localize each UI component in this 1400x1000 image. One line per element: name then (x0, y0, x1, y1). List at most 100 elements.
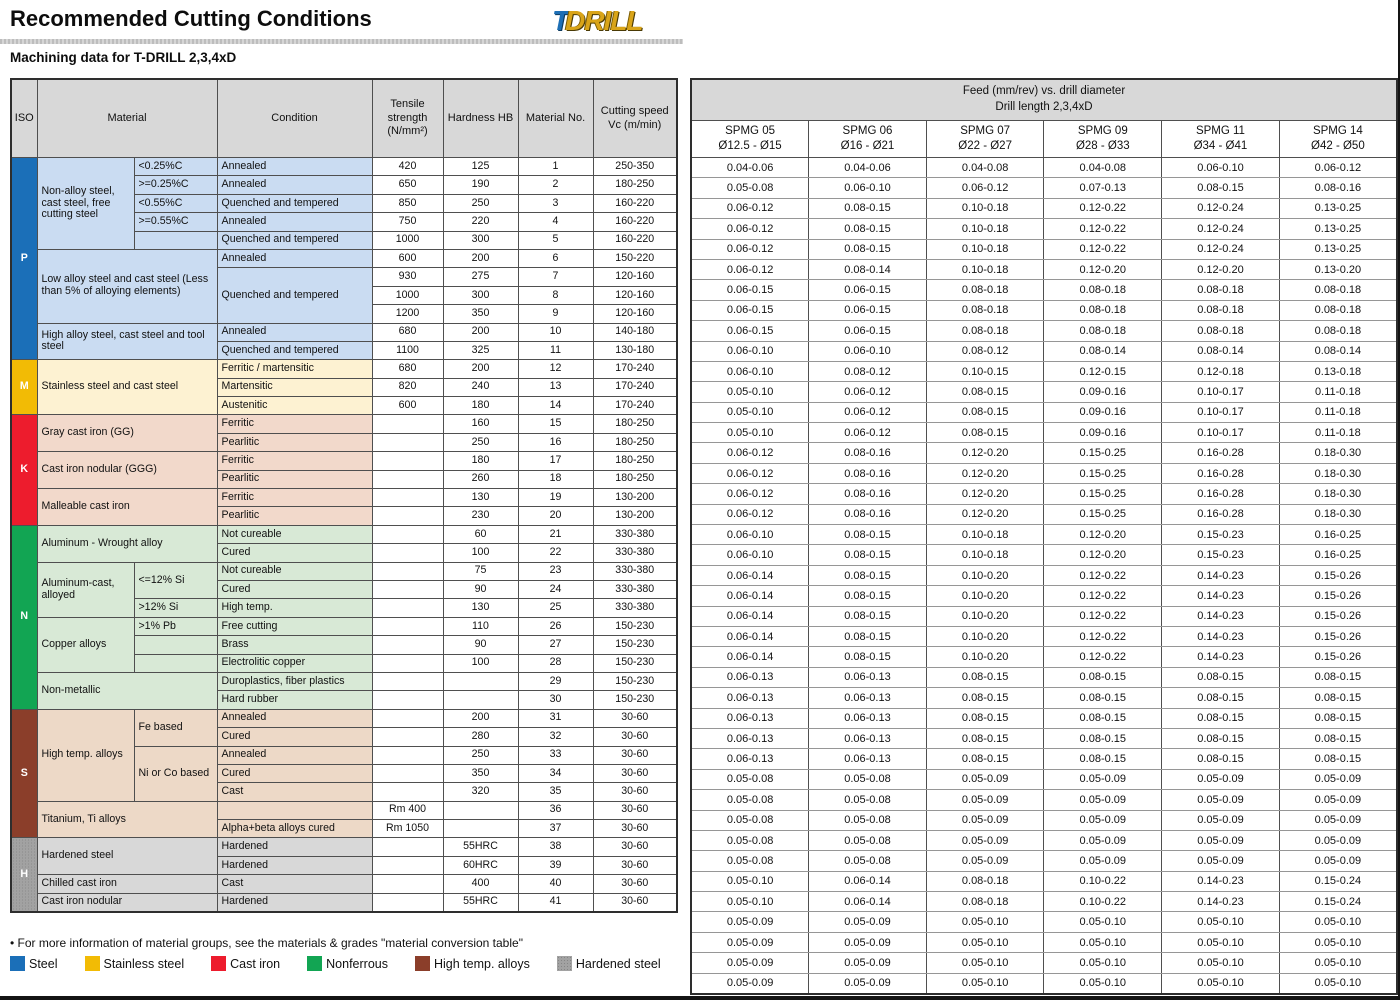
feed-value-cell: 0.05-0.09 (690, 911, 810, 933)
value-cell: 750 (371, 212, 444, 232)
feed-value-cell: 0.05-0.10 (925, 972, 1045, 995)
value-cell: 600 (371, 248, 444, 269)
feed-value-cell: 0.11-0.18 (1278, 401, 1398, 424)
logo-word-drill: DRILL (565, 5, 643, 36)
condition: Alpha+beta alloys cured (216, 819, 373, 839)
feed-value-cell: 0.06-0.12 (1278, 156, 1398, 179)
feed-value-cell: 0.05-0.10 (690, 401, 810, 424)
value-cell (442, 690, 519, 710)
value-cell: 130 (442, 488, 519, 508)
feed-value-cell: 0.06-0.12 (690, 218, 810, 240)
feed-value-cell: 0.08-0.18 (1161, 279, 1280, 301)
feed-row: 0.06-0.12 0.08-0.16 0.12-0.20 0.15-0.25 0.16… (690, 503, 1398, 526)
material-row: Hard rubber 30 150-230 (11, 690, 678, 710)
feed-row: 0.06-0.12 0.08-0.15 0.10-0.18 0.12-0.22 0.12… (690, 238, 1398, 260)
feed-value-cell: 0.06-0.13 (808, 666, 927, 689)
insert-name: SPMG 11 (1195, 125, 1245, 138)
feed-value-cell: 0.08-0.15 (1043, 707, 1163, 729)
value-cell: 250-350 (592, 156, 678, 177)
feed-value-cell: 0.08-0.12 (808, 360, 927, 383)
feed-value-cell: 0.10-0.17 (1161, 401, 1280, 424)
material-row: Ni or Co based Annealed 250 33 30-60 (11, 745, 678, 802)
feed-value-cell: 0.10-0.20 (925, 564, 1045, 587)
value-cell: 30-60 (592, 892, 678, 913)
feed-value-cell: 0.05-0.09 (925, 850, 1045, 872)
material-name: Non-alloy steel, cast steel, free cuttin… (36, 157, 135, 250)
value-cell (371, 488, 444, 508)
feed-value-cell: 0.08-0.18 (1043, 320, 1163, 342)
material-row: <0.55%C Quenched and tempered 850 250 3 160-2… (11, 193, 678, 214)
material-name: Gray cast iron (GG) (36, 414, 218, 453)
page-subtitle: Machining data for T-DRILL 2,3,4xD (10, 50, 237, 65)
feed-value-cell: 0.14-0.23 (1161, 564, 1280, 587)
feed-row: 0.06-0.10 0.08-0.15 0.10-0.18 0.12-0.20 0.15… (690, 544, 1398, 566)
feed-value-cell: 0.04-0.06 (690, 156, 810, 179)
value-cell: 200 (442, 359, 519, 379)
value-cell: 18 (517, 469, 594, 490)
feed-row: 0.05-0.08 0.05-0.08 0.05-0.09 0.05-0.09 0.05… (690, 829, 1398, 852)
insert-name: SPMG 14 (1312, 125, 1363, 138)
condition: Ferritic / martensitic (216, 359, 373, 379)
feed-row: 0.06-0.15 0.06-0.15 0.08-0.18 0.08-0.18 0.08… (690, 299, 1398, 322)
feed-value-cell: 0.05-0.10 (925, 931, 1045, 954)
feed-value-cell: 0.09-0.16 (1043, 401, 1163, 424)
material-name: Aluminum - Wrought alloy (36, 524, 218, 563)
feed-value-cell: 0.12-0.20 (1043, 524, 1163, 546)
value-cell: 27 (517, 635, 594, 655)
feed-value-cell: 0.05-0.10 (1161, 931, 1280, 954)
iso-label-m: M (10, 359, 38, 416)
feed-row: 0.05-0.08 0.05-0.08 0.05-0.09 0.05-0.09 0.05… (690, 789, 1398, 811)
feed-value-cell: 0.06-0.15 (808, 320, 927, 342)
legend-swatch (10, 956, 25, 971)
material-row: 1000 300 8 120-160 (11, 285, 678, 306)
feed-value-cell: 0.06-0.15 (808, 279, 927, 301)
value-cell: 280 (442, 727, 519, 747)
feed-row: 0.06-0.14 0.08-0.15 0.10-0.20 0.12-0.22 0.14… (690, 646, 1398, 668)
value-cell: 150-230 (592, 690, 678, 710)
feed-value-cell: 0.08-0.16 (808, 503, 927, 526)
feed-value-cell: 0.06-0.10 (690, 544, 810, 566)
feed-value-cell: 0.10-0.17 (1161, 422, 1280, 444)
col-header-condition: Condition (216, 78, 373, 158)
value-cell: 250 (442, 193, 519, 214)
feed-value-cell: 0.05-0.09 (690, 931, 810, 954)
feed-value-cell: 0.12-0.20 (1161, 258, 1280, 281)
value-cell (371, 837, 444, 857)
value-cell (371, 635, 444, 655)
material-row: H Hardened steel Hardened 55HRC 38 30-60 (10, 837, 678, 913)
feed-value-cell: 0.16-0.28 (1161, 483, 1280, 505)
material-subtype (133, 653, 218, 673)
value-cell: 34 (517, 763, 594, 784)
feed-value-cell: 0.08-0.15 (1043, 687, 1163, 709)
feed-value-cell: 0.06-0.15 (690, 299, 810, 322)
iso-label-p: P (10, 156, 38, 361)
value-cell: 400 (442, 874, 519, 894)
value-cell: 160-220 (592, 230, 678, 250)
value-cell: 32 (517, 727, 594, 747)
feed-value-cell: 0.08-0.15 (925, 381, 1045, 403)
value-cell (371, 598, 444, 618)
value-cell (371, 653, 444, 673)
feed-value-cell: 0.08-0.15 (1161, 177, 1280, 199)
value-cell: 180-250 (592, 175, 678, 195)
diameter-range: Ø28 - Ø33 (1075, 140, 1130, 152)
diameter-range: Ø12.5 - Ø15 (718, 140, 782, 152)
feed-value-cell: 0.15-0.26 (1278, 646, 1398, 668)
value-cell (371, 763, 444, 784)
feed-value-cell: 0.15-0.26 (1278, 605, 1398, 627)
value-cell: 90 (442, 579, 519, 600)
value-cell: 1100 (371, 340, 444, 361)
feed-value-cell: 0.15-0.25 (1043, 442, 1163, 464)
feed-row: 0.05-0.09 0.05-0.09 0.05-0.10 0.05-0.10 0.05… (690, 931, 1398, 954)
feed-value-cell: 0.05-0.10 (1161, 972, 1280, 995)
condition: Quenched and tempered (216, 193, 373, 214)
page-bottom-edge (0, 996, 1400, 1000)
value-cell: 60 (442, 524, 519, 545)
col-header-tensile: Tensile strength (N/mm²) (371, 78, 444, 158)
value-cell: 680 (371, 322, 444, 342)
value-cell: 150-230 (592, 635, 678, 655)
legend-swatch (307, 956, 323, 971)
material-subtype: <0.55%C (133, 193, 218, 214)
feed-value-cell: 0.08-0.15 (1278, 687, 1398, 709)
material-row: >12% Si High temp. 130 25 330-380 (11, 598, 678, 618)
